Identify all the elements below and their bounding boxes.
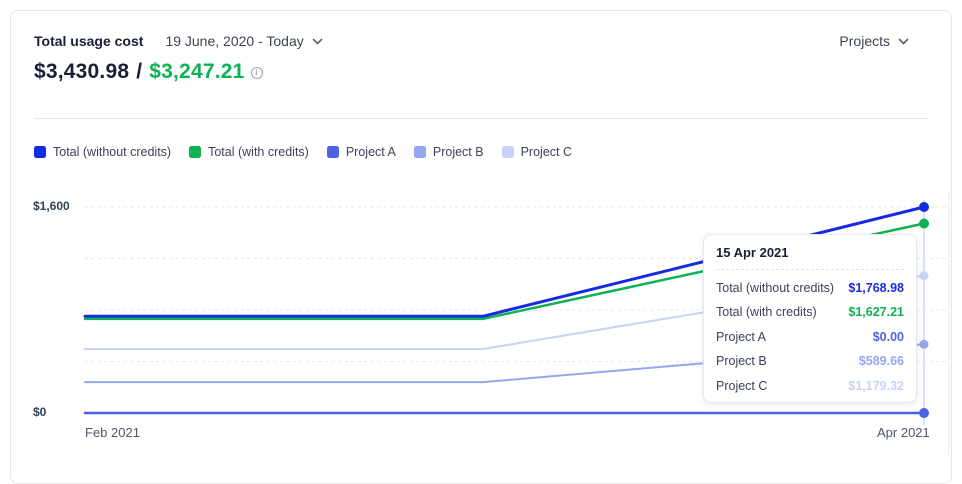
chevron-down-icon — [898, 38, 909, 44]
amount-separator: / — [136, 60, 143, 83]
usage-cost-card: Total usage cost 19 June, 2020 - Today P… — [10, 10, 952, 484]
amount-with-credits: $3,247.21 — [149, 60, 245, 83]
tooltip-row-total-with-credits: Total (with credits) $1,627.21 — [716, 295, 904, 319]
x-axis-label-feb: Feb 2021 — [85, 425, 140, 440]
legend-swatch-icon — [34, 146, 46, 158]
projects-dropdown-label: Projects — [839, 33, 890, 49]
tooltip-row-label: Project B — [716, 354, 767, 368]
date-range-dropdown[interactable]: 19 June, 2020 - Today — [165, 33, 323, 49]
legend-item-project-a[interactable]: Project A — [326, 145, 396, 159]
legend-swatch-icon — [189, 146, 202, 158]
tooltip-row-value: $1,768.98 — [848, 280, 904, 295]
tooltip-row-value: $0.00 — [872, 329, 904, 344]
x-axis-label-apr: Apr 2021 — [877, 425, 930, 440]
legend-label: Total (with credits) — [208, 145, 309, 159]
tooltip-row-project-c: Project C $1,179.32 — [716, 368, 904, 393]
tooltip-row-label: Project C — [716, 378, 768, 393]
y-axis-label-zero: $0 — [33, 405, 47, 419]
tooltip-row-label: Total (without credits) — [716, 280, 835, 295]
y-axis-label-max: $1,600 — [33, 199, 70, 213]
tooltip-row-label: Total (with credits) — [716, 305, 817, 319]
header-left: Total usage cost 19 June, 2020 - Today — [34, 33, 323, 49]
tooltip-row-project-b: Project B $589.66 — [716, 344, 904, 368]
tooltip-row-project-a: Project A $0.00 — [716, 319, 904, 344]
info-icon[interactable]: i — [250, 67, 263, 79]
legend-label: Project B — [432, 145, 484, 159]
usage-chart-area: $1,600 $0 Feb 2021 Apr 2021 15 Apr 2021 … — [11, 185, 951, 457]
date-range-value: 19 June, 2020 - Today — [165, 33, 304, 49]
legend-swatch-icon — [326, 146, 339, 158]
legend-item-total-with-credits[interactable]: Total (with credits) — [189, 145, 309, 159]
legend-label: Total (without credits) — [53, 145, 172, 159]
tooltip-divider — [716, 269, 904, 270]
header-divider — [34, 118, 928, 119]
legend-item-total-without-credits[interactable]: Total (without credits) — [34, 145, 171, 159]
chevron-down-icon — [312, 38, 323, 44]
chart-legend: Total (without credits) Total (with cred… — [11, 119, 951, 159]
card-header: Total usage cost 19 June, 2020 - Today P… — [11, 11, 951, 49]
tooltip-row-value: $589.66 — [858, 354, 904, 368]
tooltip-row-value: $1,627.21 — [848, 305, 904, 319]
page-title: Total usage cost — [34, 33, 144, 49]
legend-label: Project C — [520, 145, 572, 159]
legend-item-project-b[interactable]: Project B — [413, 145, 484, 159]
amount-without-credits: $3,430.98 — [34, 60, 130, 83]
tooltip-row-value: $1,179.32 — [848, 378, 904, 393]
tooltip-row-total-without-credits: Total (without credits) $1,768.98 — [716, 270, 904, 295]
tooltip-date: 15 Apr 2021 — [716, 245, 789, 260]
legend-item-project-c[interactable]: Project C — [501, 145, 572, 159]
legend-swatch-icon — [413, 146, 426, 158]
projects-dropdown[interactable]: Projects — [839, 33, 909, 49]
chart-tooltip: 15 Apr 2021 Total (without credits) $1,7… — [703, 234, 917, 403]
legend-label: Project A — [345, 145, 396, 159]
legend-swatch-icon — [501, 146, 514, 158]
tooltip-row-label: Project A — [716, 329, 767, 344]
total-amount-row: $3,430.98 / $3,247.21 i — [11, 49, 951, 86]
